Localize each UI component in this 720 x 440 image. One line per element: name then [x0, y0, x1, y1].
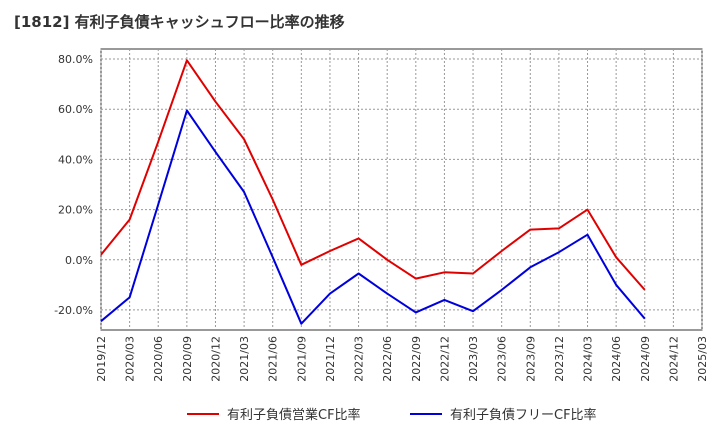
y-tick-label: 40.0%: [58, 153, 93, 166]
y-tick-label: 20.0%: [58, 204, 93, 217]
x-tick-label: 2022/03: [353, 336, 366, 382]
x-tick-label: 2019/12: [95, 336, 108, 382]
y-tick-label: 60.0%: [58, 103, 93, 116]
legend: 有利子負債営業CF比率 有利子負債フリーCF比率: [187, 407, 597, 423]
x-tick-label: 2023/03: [467, 336, 480, 382]
x-tick-label: 2024/06: [610, 336, 623, 382]
x-tick-label: 2024/03: [582, 336, 595, 382]
x-tick-label: 2021/12: [324, 336, 337, 382]
x-tick-label: 2024/12: [667, 336, 680, 382]
series-group: [100, 59, 646, 325]
x-tick-label: 2025/03: [696, 336, 709, 382]
plot-area: [100, 48, 703, 331]
x-tick-label: 2020/03: [124, 336, 137, 382]
x-axis: 2019/12 2020/03 2020/06 2020/09 2020/12 2021/…: [95, 336, 709, 382]
y-tick-label: 80.0%: [58, 53, 93, 66]
x-tick-label: 2022/09: [410, 336, 423, 382]
x-tick-label: 2020/06: [152, 336, 165, 382]
series-line-1: [100, 59, 646, 291]
chart-title: [1812] 有利子負債キャッシュフロー比率の推移: [14, 13, 345, 31]
x-tick-label: 2022/06: [381, 336, 394, 382]
x-tick-label: 2021/06: [267, 336, 280, 382]
y-tick-label: -20.0%: [54, 304, 93, 317]
x-tick-label: 2020/12: [209, 336, 222, 382]
x-tick-label: 2020/09: [181, 336, 194, 382]
x-tick-label: 2023/09: [524, 336, 537, 382]
x-tick-label: 2023/12: [553, 336, 566, 382]
y-axis: 80.0% 60.0% 40.0% 20.0% 0.0% -20.0%: [54, 53, 93, 317]
legend-label: 有利子負債営業CF比率: [227, 407, 361, 423]
legend-label: 有利子負債フリーCF比率: [450, 407, 597, 423]
y-tick-label: 0.0%: [65, 254, 93, 267]
x-tick-label: 2021/09: [295, 336, 308, 382]
x-tick-label: 2024/09: [639, 336, 652, 382]
x-tick-label: 2023/06: [496, 336, 509, 382]
x-tick-label: 2021/03: [238, 336, 251, 382]
x-tick-label: 2022/12: [438, 336, 451, 382]
series-line-2: [100, 109, 646, 325]
